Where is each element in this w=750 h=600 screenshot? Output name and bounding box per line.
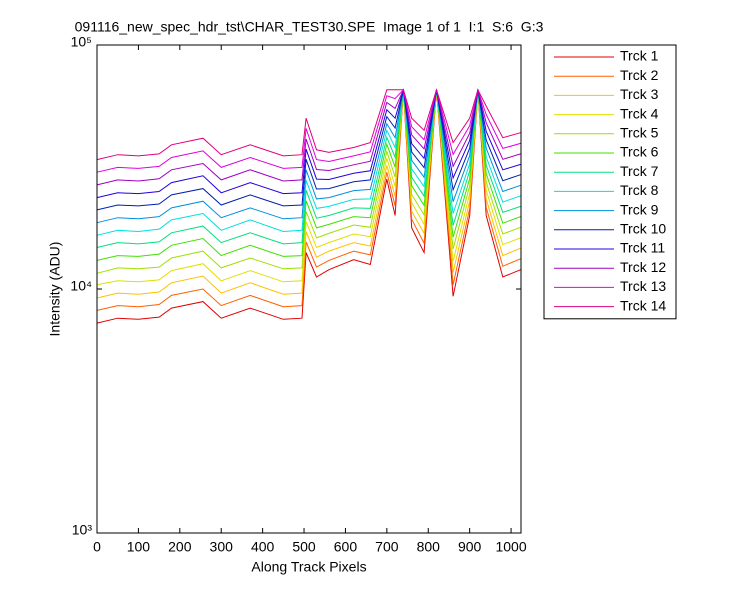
x-tick-label: 100	[127, 539, 151, 555]
series-line	[96, 89, 521, 311]
series-line	[96, 89, 521, 324]
series-line	[96, 89, 521, 211]
x-tick-label: 300	[210, 539, 234, 555]
legend-label: Trck 4	[620, 105, 659, 121]
legend-label: Trck 8	[620, 182, 659, 198]
x-tick-label: 800	[417, 539, 441, 555]
legend-box	[543, 44, 677, 320]
series-line	[96, 88, 521, 186]
series-line	[96, 89, 521, 286]
series-line	[96, 89, 521, 224]
series-line	[96, 89, 521, 236]
legend-label: Trck 9	[620, 201, 659, 217]
x-tick-label: 200	[168, 539, 192, 555]
x-axis-label: Along Track Pixels	[251, 559, 366, 575]
x-tick-label: 1000	[495, 539, 526, 555]
series-line	[96, 87, 521, 173]
series-line	[96, 88, 521, 161]
y-axis-label: Intensity (ADU)	[47, 242, 63, 337]
y-tick-label: 10⁵	[71, 34, 92, 50]
legend-label: Trck 13	[620, 278, 666, 294]
legend-label: Trck 3	[620, 86, 659, 102]
x-tick-label: 500	[292, 539, 316, 555]
plot-frame	[96, 44, 522, 534]
x-tick-label: 0	[93, 539, 101, 555]
legend-label: Trck 12	[620, 259, 666, 275]
legend-label: Trck 5	[620, 125, 659, 141]
series-line	[96, 89, 521, 261]
series-line	[96, 89, 521, 199]
series-line	[96, 89, 521, 274]
legend-label: Trck 1	[620, 48, 659, 64]
x-tick-label: 400	[251, 539, 275, 555]
x-tick-label: 600	[334, 539, 358, 555]
series-line	[96, 89, 521, 248]
series-line	[96, 89, 521, 299]
y-tick-label: 10³	[72, 522, 93, 538]
legend-label: Trck 6	[620, 144, 659, 160]
legend-label: Trck 11	[620, 240, 665, 256]
legend-label: Trck 10	[620, 221, 666, 237]
legend-label: Trck 2	[620, 67, 659, 83]
legend-label: Trck 14	[620, 297, 666, 313]
x-tick-label: 900	[458, 539, 482, 555]
y-tick-label: 10⁴	[70, 278, 92, 294]
chart-title: 091116_new_spec_hdr_tst\CHAR_TEST30.SPE …	[75, 19, 544, 35]
legend-label: Trck 7	[620, 163, 659, 179]
x-tick-label: 700	[375, 539, 399, 555]
